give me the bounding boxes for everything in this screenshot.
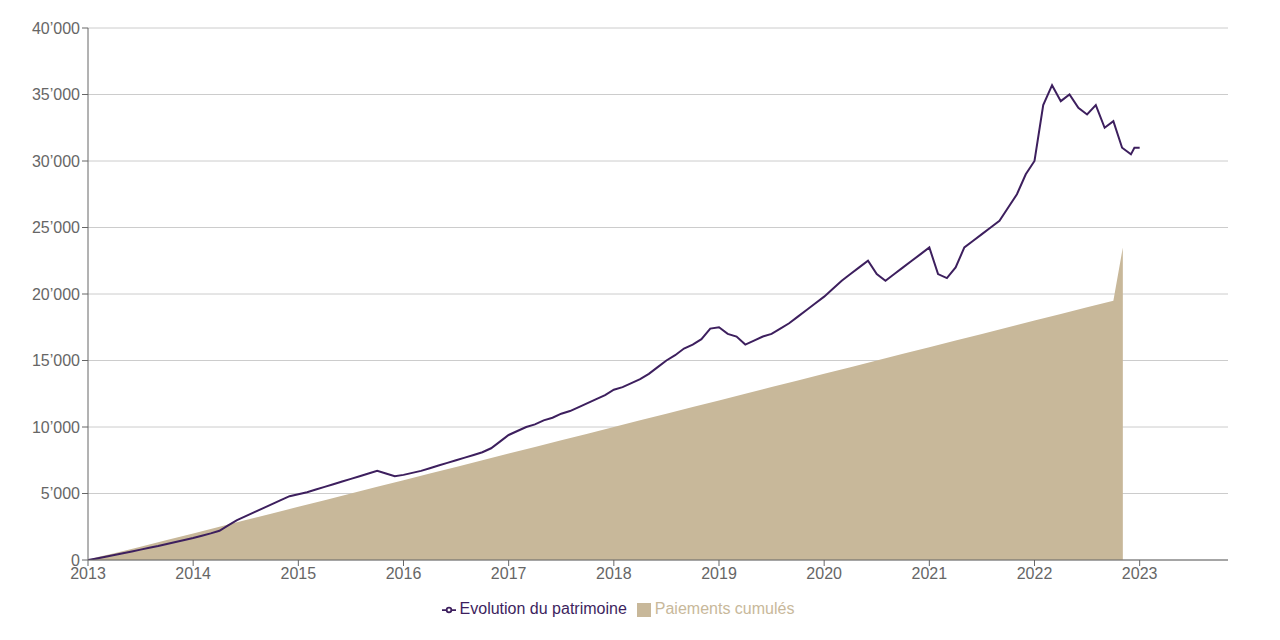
- svg-text:15’000: 15’000: [32, 352, 80, 369]
- svg-text:10’000: 10’000: [32, 419, 80, 436]
- svg-text:5’000: 5’000: [41, 485, 80, 502]
- svg-text:0: 0: [71, 552, 80, 569]
- html-text:Evolution du patrimoine: Evolution du patrimoine: [459, 600, 627, 617]
- svg-text:2014: 2014: [175, 565, 211, 582]
- svg-text:2020: 2020: [806, 565, 842, 582]
- svg-text:2022: 2022: [1017, 565, 1053, 582]
- svg-text:35’000: 35’000: [32, 86, 80, 103]
- svg-text:2023: 2023: [1122, 565, 1158, 582]
- svg-text:40’000: 40’000: [32, 20, 80, 37]
- svg-text:2013: 2013: [70, 565, 106, 583]
- svg-text:2016: 2016: [386, 565, 422, 582]
- svg-text:2018: 2018: [596, 565, 632, 582]
- html-text:Paiements cumulés: Paiements cumulés: [654, 600, 795, 617]
- svg-text:2017: 2017: [491, 565, 527, 582]
- svg-text:2021: 2021: [912, 565, 948, 582]
- svg-text:2015: 2015: [281, 565, 317, 582]
- svg-text:2019: 2019: [701, 565, 737, 582]
- svg-text:25’000: 25’000: [32, 219, 80, 236]
- svg-text:20’000: 20’000: [32, 286, 80, 303]
- svg-text:30’000: 30’000: [32, 153, 80, 170]
